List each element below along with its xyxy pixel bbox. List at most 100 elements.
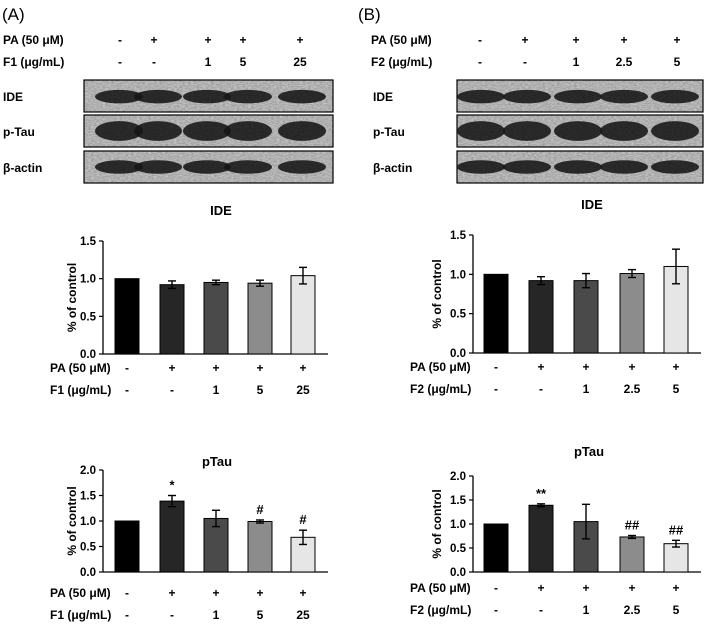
condition-value: 25 xyxy=(296,383,310,397)
blot-header-value: 5 xyxy=(674,55,681,69)
chart-title: IDE xyxy=(210,203,232,218)
y-tick-label: 1.0 xyxy=(80,274,96,286)
blot-header-value: - xyxy=(523,55,527,69)
y-tick-label: 0.5 xyxy=(450,543,467,555)
y-tick-label: 0.5 xyxy=(450,309,467,321)
condition-value: + xyxy=(537,581,544,595)
significance-mark: ** xyxy=(536,486,547,501)
bar xyxy=(247,282,273,355)
chart-title: pTau xyxy=(574,444,604,459)
blot-header-label: F1 (μg/mL) xyxy=(3,55,64,69)
blot-strip xyxy=(83,79,334,113)
chart-title: IDE xyxy=(581,197,603,212)
blot-label: p-Tau xyxy=(3,125,35,139)
bar xyxy=(159,284,185,355)
condition-value: - xyxy=(170,608,174,622)
condition-value: + xyxy=(256,361,263,375)
blot-header-value: - xyxy=(478,55,482,69)
blot-header-value: 5 xyxy=(240,55,247,69)
condition-value: 1 xyxy=(213,383,220,397)
bar-chart-ptau: pTau 0.0 0.5 1.0 1.5 2.0 % of control ** ## ## PA … xyxy=(410,444,701,617)
blot-strip xyxy=(83,150,334,184)
bar xyxy=(203,281,229,355)
blot-header-value: + xyxy=(673,33,680,47)
condition-value: 25 xyxy=(296,608,310,622)
condition-value: + xyxy=(168,586,175,600)
condition-value: - xyxy=(125,608,129,622)
blot-header-label: F2 (μg/mL) xyxy=(371,55,432,69)
condition-label: PA (50 μM) xyxy=(410,581,471,595)
bar xyxy=(114,520,140,573)
condition-value: + xyxy=(628,360,635,374)
blot-header-value: + xyxy=(521,33,528,47)
y-tick-label: 2.0 xyxy=(80,465,96,477)
condition-value: + xyxy=(212,361,219,375)
condition-label: F1 (μg/mL) xyxy=(50,383,111,397)
condition-value: + xyxy=(582,360,589,374)
y-tick-label: 1.0 xyxy=(80,516,96,528)
condition-value: + xyxy=(672,581,679,595)
condition-label: PA (50 μM) xyxy=(410,360,471,374)
chart-title: pTau xyxy=(202,454,232,469)
condition-value: 2.5 xyxy=(624,382,641,396)
condition-value: 1 xyxy=(583,603,590,617)
blot-header-value: 2.5 xyxy=(616,55,633,69)
condition-value: - xyxy=(125,586,129,600)
panel-label: (B) xyxy=(358,5,381,24)
y-tick-label: 1.0 xyxy=(450,519,466,531)
condition-value: + xyxy=(299,586,306,600)
condition-label: PA (50 μM) xyxy=(50,361,111,375)
condition-value: 1 xyxy=(583,382,590,396)
y-tick-label: 0.5 xyxy=(80,311,97,323)
condition-value: + xyxy=(212,586,219,600)
blot-header-value: 1 xyxy=(205,55,212,69)
blot-header-value: + xyxy=(204,33,211,47)
blot-strip xyxy=(456,150,704,184)
y-tick-label: 0.0 xyxy=(450,348,466,360)
panel-label: (A) xyxy=(2,5,25,24)
y-axis-label: % of control xyxy=(430,489,444,558)
significance-mark: * xyxy=(169,478,175,493)
blot-strip xyxy=(456,79,704,113)
condition-label: F2 (μg/mL) xyxy=(410,382,471,396)
y-axis-label: % of control xyxy=(65,263,79,332)
condition-value: 5 xyxy=(257,608,264,622)
panel-a: (A)PA (50 μM) - + + + +F1 (μg/mL) - -1 5 25IDEp-T… xyxy=(2,5,334,622)
condition-value: - xyxy=(494,603,498,617)
bar xyxy=(573,280,599,354)
condition-value: - xyxy=(539,382,543,396)
condition-value: - xyxy=(539,603,543,617)
bar xyxy=(619,273,645,354)
condition-value: + xyxy=(582,581,589,595)
blot-header-value: 1 xyxy=(573,55,580,69)
blot-label: IDE xyxy=(373,90,393,104)
y-tick-label: 0.0 xyxy=(80,567,96,579)
condition-value: 5 xyxy=(673,382,680,396)
y-tick-label: 0.5 xyxy=(80,542,97,554)
y-axis-label: % of control xyxy=(65,486,79,555)
condition-value: - xyxy=(125,383,129,397)
bar xyxy=(203,517,229,573)
condition-value: + xyxy=(537,360,544,374)
y-tick-label: 0.0 xyxy=(450,567,466,579)
bar xyxy=(290,275,316,355)
condition-value: + xyxy=(256,586,263,600)
significance-mark: # xyxy=(299,512,307,527)
bar xyxy=(247,521,273,573)
bar xyxy=(483,273,509,354)
condition-value: - xyxy=(170,383,174,397)
condition-label: PA (50 μM) xyxy=(50,586,111,600)
condition-value: - xyxy=(494,360,498,374)
blot-strip xyxy=(83,114,334,148)
y-tick-label: 0.0 xyxy=(80,349,96,361)
condition-value: 5 xyxy=(673,603,680,617)
condition-value: - xyxy=(494,382,498,396)
bar-chart-ide: IDE 0.0 0.5 1.0 1.5 % of control PA (50 μM) - + +… xyxy=(410,197,701,396)
condition-label: F2 (μg/mL) xyxy=(410,603,471,617)
condition-value: - xyxy=(125,361,129,375)
condition-label: F1 (μg/mL) xyxy=(50,608,111,622)
significance-mark: ## xyxy=(669,522,684,537)
blot-texture xyxy=(457,80,703,112)
blot-header-value: + xyxy=(150,33,157,47)
